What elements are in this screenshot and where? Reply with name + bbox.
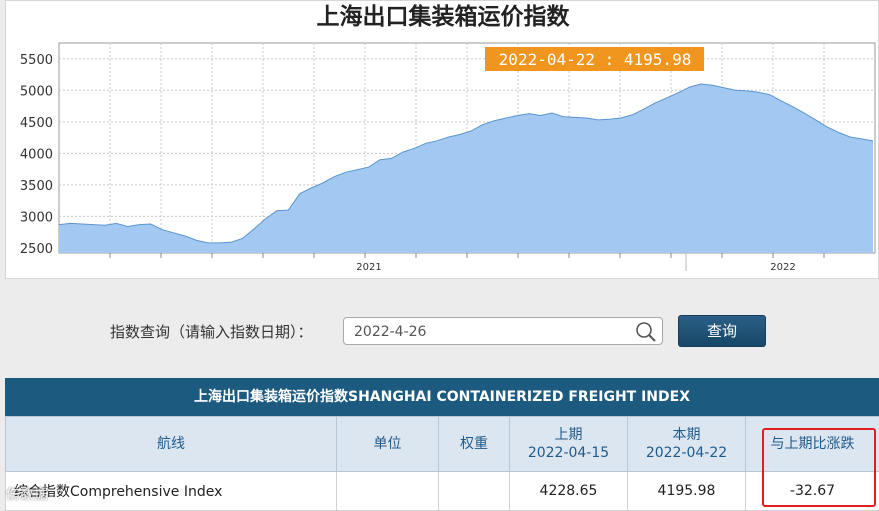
date-input[interactable]	[352, 321, 626, 343]
header-curr-date: 2022-04-22	[629, 444, 744, 462]
header-prev-label: 上期	[511, 426, 626, 444]
table-title: 上海出口集装箱运价指数SHANGHAI CONTAINERIZED FREIGH…	[5, 378, 879, 416]
table-row[interactable]: 综合指数Comprehensive Index 4228.65 4195.98 …	[6, 472, 879, 511]
date-search-box[interactable]	[343, 317, 663, 345]
y-tick-label: 5000	[20, 84, 53, 99]
query-label: 指数查询（请输入指数日期）：	[110, 321, 313, 342]
header-unit: 单位	[337, 417, 439, 472]
y-tick-label: 3500	[20, 179, 53, 194]
row-change: -32.67	[746, 472, 879, 511]
row-weight	[439, 472, 510, 511]
header-change: 与上期比涨跌	[746, 417, 879, 472]
watermark: 伤数据	[6, 484, 48, 504]
header-route: 航线	[6, 417, 337, 472]
y-tick-label: 2500	[20, 242, 53, 257]
header-prev-date: 2022-04-15	[511, 444, 626, 462]
row-curr: 4195.98	[628, 472, 746, 511]
y-tick-label: 3000	[20, 210, 53, 225]
y-tick-label: 5500	[20, 53, 53, 68]
header-curr: 本期 2022-04-22	[628, 417, 746, 472]
y-tick-label: 4000	[20, 147, 53, 162]
header-weight: 权重	[439, 417, 510, 472]
y-tick-label: 4500	[20, 116, 53, 131]
x-year-label: 2021	[356, 262, 381, 273]
row-unit	[337, 472, 439, 511]
freight-index-chart[interactable]: 5500 5000 4500 4000 3500 3000 2500 2021 2022 2022…	[6, 1, 879, 280]
index-table-grid: 航线 单位 权重 上期 2022-04-15 本期 2022-04-22 与上期…	[5, 416, 879, 511]
header-curr-label: 本期	[629, 426, 744, 444]
row-prev: 4228.65	[510, 472, 628, 511]
table-header-row: 航线 单位 权重 上期 2022-04-15 本期 2022-04-22 与上期…	[6, 417, 879, 472]
header-prev: 上期 2022-04-15	[510, 417, 628, 472]
x-year-label: 2022	[770, 262, 795, 273]
search-icon[interactable]	[634, 320, 658, 344]
tooltip-text: 2022-04-22 : 4195.98	[499, 50, 692, 69]
freight-index-table: 上海出口集装箱运价指数SHANGHAI CONTAINERIZED FREIGH…	[5, 378, 879, 511]
row-route[interactable]: 综合指数Comprehensive Index	[6, 472, 337, 511]
query-button[interactable]: 查询	[678, 315, 766, 347]
